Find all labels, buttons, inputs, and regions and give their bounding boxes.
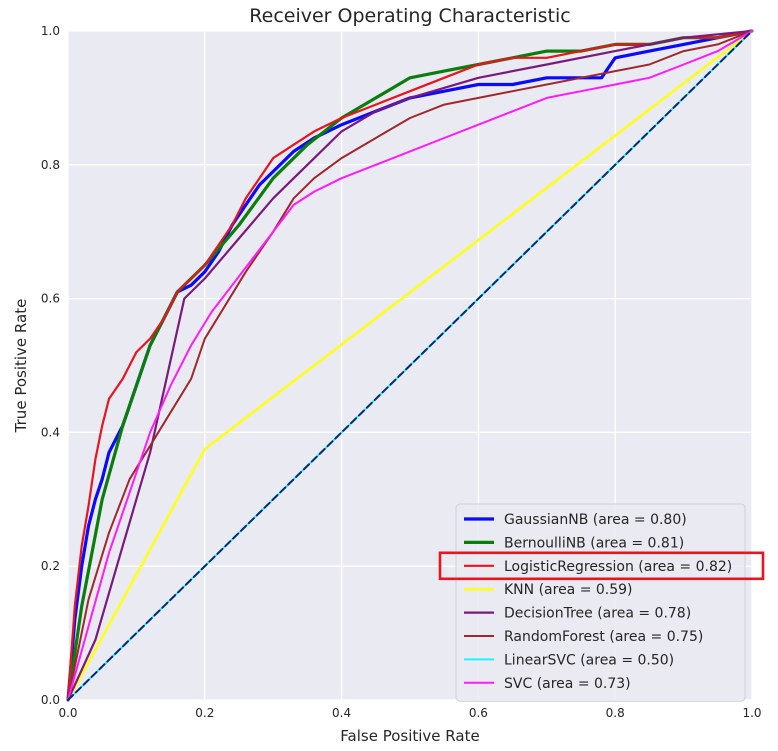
- tick-labels: 0.0 0.2 0.4 0.6 0.8 1.0 0.0 0.2 0.4 0.6 0.8 1.0: [41, 24, 762, 720]
- series-layer: [66, 29, 754, 702]
- x-tick-label: 0.4: [332, 706, 351, 720]
- legend-label-decisiontree: DecisionTree (area = 0.78): [504, 606, 691, 622]
- series-line-chance: [67, 30, 753, 701]
- y-tick-label: 0.0: [41, 693, 60, 707]
- y-tick-label: 0.4: [41, 425, 60, 439]
- series-line-svc: [67, 30, 753, 701]
- x-tick-label: 0.2: [195, 706, 214, 720]
- legend-label-svc: SVC (area = 0.73): [504, 676, 631, 692]
- series-line-randomforest: [67, 30, 753, 701]
- y-axis-label: True Positive Rate: [12, 299, 30, 434]
- series-line-logisticregression: [66, 29, 754, 702]
- x-tick-label: 0.8: [606, 706, 625, 720]
- legend-label-randomforest: RandomForest (area = 0.75): [504, 629, 703, 645]
- x-axis-label: False Positive Rate: [340, 727, 479, 745]
- legend-label-gaussiannb: GaussianNB (area = 0.80): [504, 512, 687, 528]
- y-tick-label: 1.0: [41, 24, 60, 38]
- x-tick-label: 0.0: [58, 706, 77, 720]
- series-line-decisiontree: [66, 29, 754, 702]
- series-line-knn: [66, 29, 754, 702]
- legend-label-bernoullinb: BernoulliNB (area = 0.81): [504, 535, 684, 551]
- y-tick-label: 0.6: [41, 292, 60, 306]
- grid: [67, 30, 753, 701]
- legend-label-logisticregression: LogisticRegression (area = 0.82): [504, 559, 732, 575]
- y-tick-label: 0.2: [41, 559, 60, 573]
- y-tick-label: 0.8: [41, 158, 60, 172]
- legend-label-linearsvc: LinearSVC (area = 0.50): [504, 652, 674, 668]
- legend: GaussianNB (area = 0.80) BernoulliNB (are…: [438, 503, 765, 702]
- legend-highlight-box: [438, 551, 765, 581]
- series-line-gaussiannb: [66, 29, 754, 702]
- x-tick-label: 0.6: [469, 706, 488, 720]
- legend-box: [455, 503, 746, 702]
- chart-title: Receiver Operating Characteristic: [249, 5, 570, 27]
- x-tick-label: 1.0: [742, 706, 761, 720]
- legend-label-knn: KNN (area = 0.59): [504, 582, 633, 598]
